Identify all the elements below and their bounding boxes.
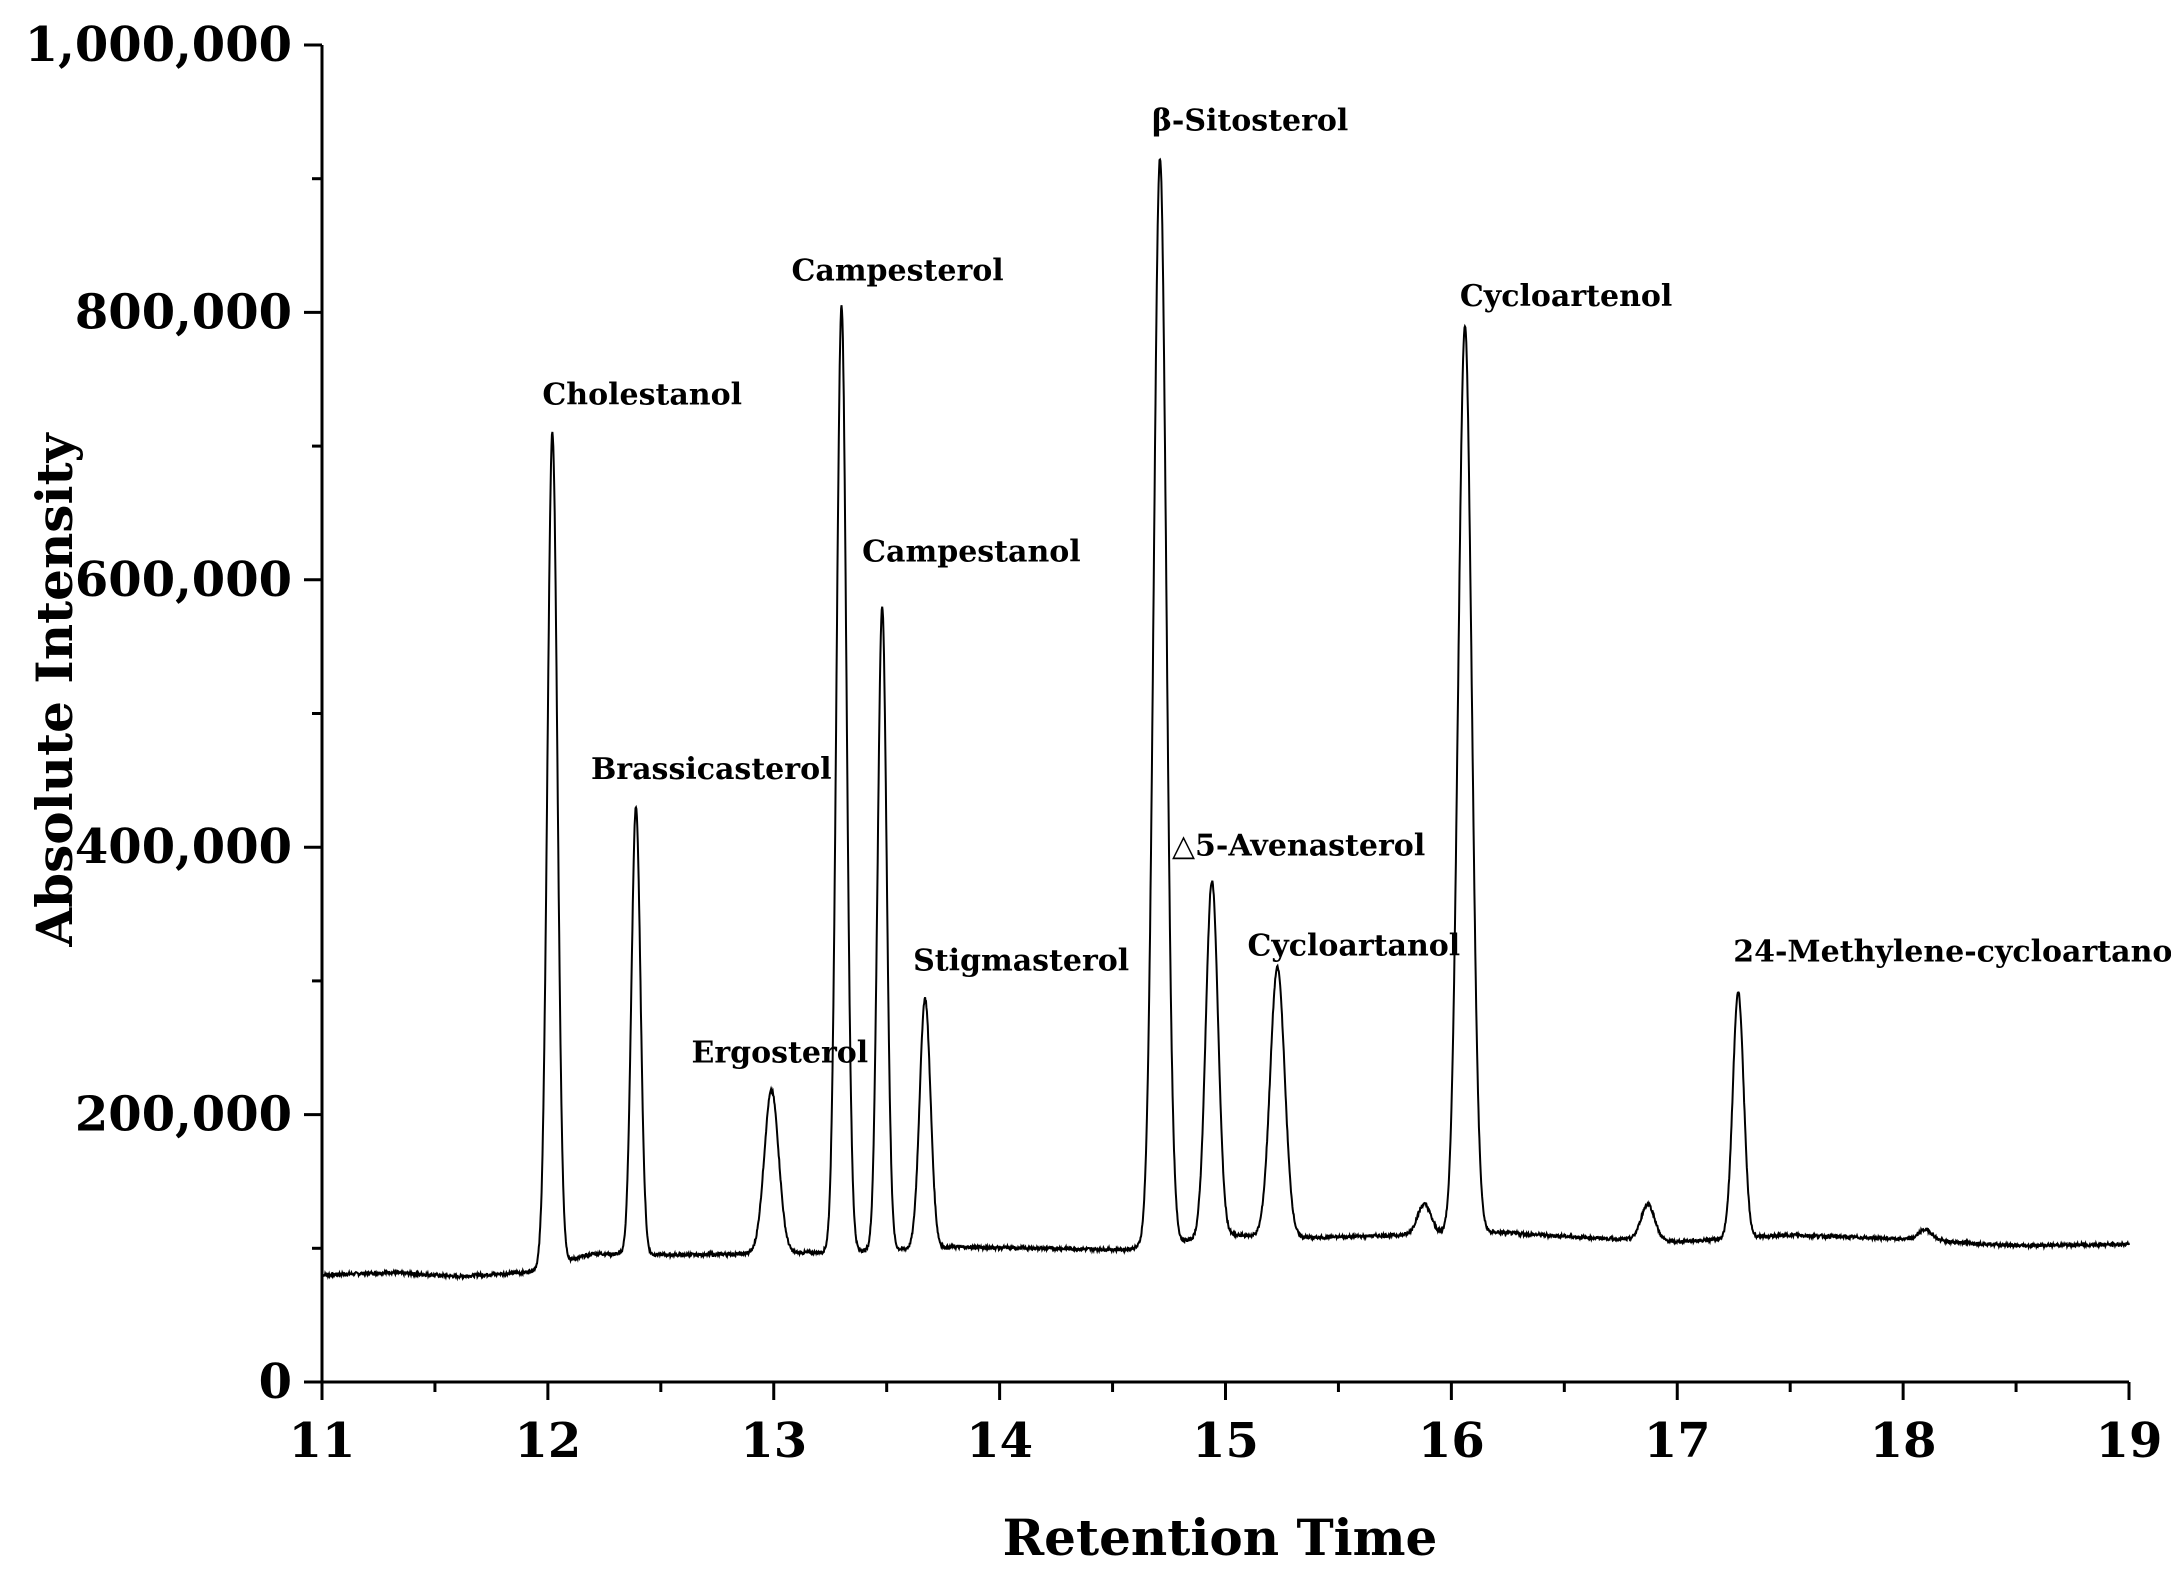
x-tick-label: 12 [514, 1413, 581, 1469]
x-tick-label: 14 [966, 1413, 1033, 1469]
x-tick-label: 13 [740, 1413, 807, 1469]
chromatogram-trace [321, 157, 2130, 1282]
peak-label: Cholestanol [542, 378, 742, 413]
x-axis: 11 12 13 14 15 16 17 18 19 [289, 1380, 2163, 1469]
peak-label: 24-Methylene-cycloartanol [1733, 935, 2171, 970]
x-tick-label: 15 [1192, 1413, 1259, 1469]
x-tick-label: 18 [1870, 1413, 1937, 1469]
y-tick-label: 800,000 [75, 284, 292, 340]
x-tick-label: 17 [1644, 1413, 1711, 1469]
x-tick-label: 11 [289, 1413, 356, 1469]
peak-label: Brassicasterol [591, 752, 832, 787]
peak-labels: Cholestanol Brassicasterol Ergosterol Campe… [542, 104, 2171, 1071]
peak-label: Stigmasterol [913, 943, 1129, 978]
x-axis-title: Retention Time [1003, 1508, 1438, 1567]
y-axis: 0 200,000 400,000 600,000 800,000 1,000,000 [25, 17, 324, 1410]
peak-label: β-Sitosterol [1152, 104, 1348, 139]
peak-label: Ergosterol [691, 1036, 868, 1071]
y-tick-label: 1,000,000 [25, 17, 292, 73]
y-tick-label: 400,000 [75, 819, 292, 875]
y-axis-title: Absolute Intensity [25, 431, 84, 947]
y-tick-label: 0 [259, 1354, 292, 1410]
peak-label: Cycloartenol [1460, 279, 1672, 314]
plot-area [321, 157, 2130, 1282]
peak-label: Campesterol [792, 254, 1004, 289]
y-tick-label: 600,000 [75, 552, 292, 608]
x-tick-label: 16 [1418, 1413, 1485, 1469]
peak-label: Campestanol [862, 535, 1081, 570]
y-tick-label: 200,000 [75, 1087, 292, 1143]
peak-label: Cycloartanol [1247, 929, 1460, 964]
x-tick-label: 19 [2096, 1413, 2163, 1469]
peak-label: △5-Avenasterol [1172, 829, 1425, 864]
